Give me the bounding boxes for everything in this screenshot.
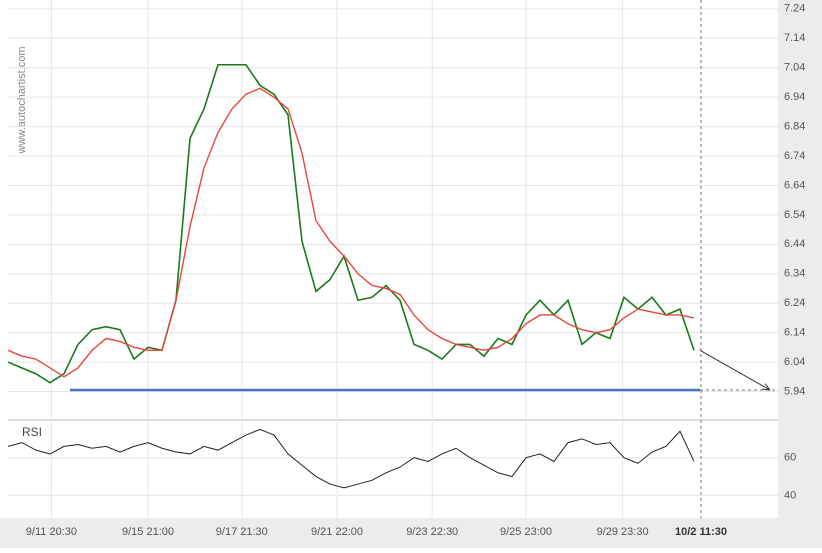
y-tick-label: 6.64	[784, 179, 805, 191]
y-tick-label: 6.24	[784, 297, 805, 309]
series-line	[7, 63, 695, 384]
x-tick-label: 9/23 22:30	[406, 526, 458, 538]
x-tick-label: 10/2 11:30	[675, 526, 727, 538]
y-tick-label: 7.24	[784, 3, 805, 15]
x-tick-label: 9/21 22:00	[311, 526, 363, 538]
y-tick-label: 6.44	[784, 238, 805, 250]
rsi-label: RSI	[22, 425, 42, 439]
y-tick-label: 7.04	[784, 62, 805, 74]
rsi-line	[7, 428, 695, 489]
y-tick-label: 60	[784, 452, 796, 464]
y-tick-label: 6.04	[784, 356, 805, 368]
forecast-arrow	[699, 349, 771, 391]
x-tick-label: 9/29 23:30	[597, 526, 649, 538]
y-tick-label: 5.94	[784, 385, 805, 397]
y-tick-label: 6.94	[784, 91, 805, 103]
x-tick-label: 9/25 23:00	[500, 526, 552, 538]
x-tick-label: 9/17 21:30	[216, 526, 268, 538]
y-axis-strip	[778, 0, 822, 548]
arrow-head	[761, 383, 771, 391]
y-tick-label: 40	[784, 489, 796, 501]
y-tick-label: 6.34	[784, 268, 805, 280]
x-axis-strip	[0, 518, 822, 548]
x-tick-label: 9/15 21:00	[122, 526, 174, 538]
y-tick-label: 6.14	[784, 327, 805, 339]
x-tick-label: 9/11 20:30	[26, 526, 77, 538]
y-tick-label: 6.54	[784, 209, 805, 221]
y-tick-label: 7.14	[784, 32, 805, 44]
series-line	[7, 87, 695, 378]
y-tick-label: 6.84	[784, 120, 805, 132]
y-tick-label: 6.74	[784, 150, 805, 162]
watermark: www.autochartist.com	[16, 47, 28, 155]
